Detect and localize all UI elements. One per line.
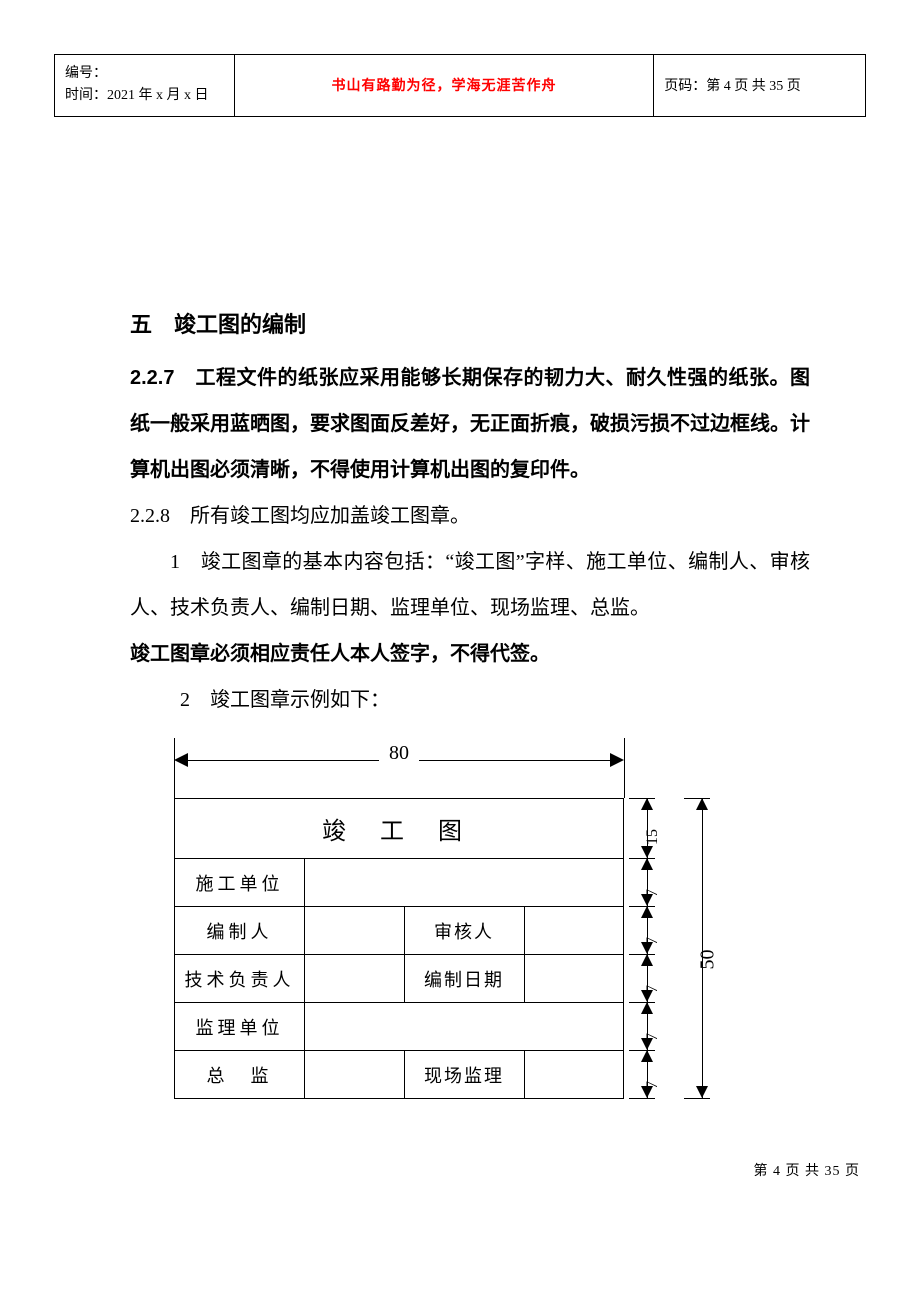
- page-footer: 第 4 页 共 35 页: [754, 1160, 861, 1180]
- table-row: 编制人 审核人: [175, 907, 624, 955]
- dim-segment: 7: [629, 858, 674, 906]
- dim-width: 80: [174, 738, 624, 780]
- stamp-field: [524, 907, 624, 955]
- para-2-2-8: 2.2.8 所有竣工图均应加盖竣工图章。: [130, 493, 810, 539]
- dim-label: 7: [644, 889, 662, 897]
- stamp-title: 竣 工 图: [175, 799, 624, 859]
- dim-segment: 15: [629, 798, 674, 858]
- date-label: 时间：2021 年 x 月 x 日: [65, 85, 224, 107]
- document-header: 编号： 时间：2021 年 x 月 x 日 书山有路勤为径，学海无涯苦作舟 页码…: [54, 54, 866, 117]
- stamp-field: [524, 955, 624, 1003]
- table-row: 总 监 现场监理: [175, 1051, 624, 1099]
- para-2-2-7: 2.2.7 工程文件的纸张应采用能够长期保存的韧力大、耐久性强的纸张。图纸一般采…: [130, 355, 810, 493]
- dim-line: [702, 798, 703, 1098]
- dim-tick: [624, 738, 625, 798]
- arrow-up-icon: [641, 798, 653, 810]
- dim-total-height: 50: [684, 798, 729, 1098]
- stamp-diagram: 80 竣 工 图 施工单位 编制人 审核人 技术负责人 编制日期 监理单位 总 …: [174, 738, 734, 1103]
- stamp-field: [305, 1003, 624, 1051]
- stamp-label-compiler: 编制人: [175, 907, 305, 955]
- dim-label: 7: [644, 937, 662, 945]
- arrow-up-icon: [641, 954, 653, 966]
- arrow-right-icon: [610, 753, 624, 767]
- stamp-label-reviewer: 审核人: [404, 907, 524, 955]
- header-motto: 书山有路勤为径，学海无涯苦作舟: [234, 55, 653, 117]
- dim-tick: [629, 1098, 655, 1099]
- dim-segment: 7: [629, 954, 674, 1002]
- dim-label: 15: [644, 829, 662, 845]
- dim-segment: 7: [629, 1050, 674, 1098]
- arrow-left-icon: [174, 753, 188, 767]
- arrow-down-icon: [641, 846, 653, 858]
- table-row: 施工单位: [175, 859, 624, 907]
- arrow-down-icon: [696, 1086, 708, 1098]
- stamp-field: [305, 907, 405, 955]
- stamp-label-tech-lead: 技术负责人: [175, 955, 305, 1003]
- arrow-up-icon: [641, 906, 653, 918]
- para-item-1: 1 竣工图章的基本内容包括：“竣工图”字样、施工单位、编制人、审核人、技术负责人…: [130, 539, 810, 631]
- stamp-field: [524, 1051, 624, 1099]
- dim-width-label: 80: [379, 742, 419, 765]
- stamp-field: [305, 1051, 405, 1099]
- dim-tick: [684, 1098, 710, 1099]
- stamp-field: [305, 859, 624, 907]
- arrow-up-icon: [641, 1050, 653, 1062]
- document-body: 五 竣工图的编制 2.2.7 工程文件的纸张应采用能够长期保存的韧力大、耐久性强…: [130, 300, 810, 723]
- dim-segment: 7: [629, 1002, 674, 1050]
- stamp-label-supervision-unit: 监理单位: [175, 1003, 305, 1051]
- stamp-label-compile-date: 编制日期: [404, 955, 524, 1003]
- serial-label: 编号：: [65, 63, 224, 85]
- table-row: 监理单位: [175, 1003, 624, 1051]
- para-item-1-bold: 竣工图章必须相应责任人本人签字，不得代签。: [130, 631, 810, 677]
- dim-row-heights: 15 7 7 7 7: [629, 798, 674, 1098]
- dim-total-label: 50: [697, 950, 720, 970]
- header-left-cell: 编号： 时间：2021 年 x 月 x 日: [55, 55, 235, 117]
- arrow-up-icon: [641, 858, 653, 870]
- stamp-field: [305, 955, 405, 1003]
- arrow-up-icon: [696, 798, 708, 810]
- arrow-up-icon: [641, 1002, 653, 1014]
- stamp-label-chief-supervisor: 总 监: [175, 1051, 305, 1099]
- dim-segment: 7: [629, 906, 674, 954]
- para-item-1-text: 1 竣工图章的基本内容包括：“竣工图”字样、施工单位、编制人、审核人、技术负责人…: [130, 551, 810, 619]
- dim-label: 7: [644, 1033, 662, 1041]
- stamp-title-row: 竣 工 图: [175, 799, 624, 859]
- stamp-label-site-supervisor: 现场监理: [404, 1051, 524, 1099]
- dim-label: 7: [644, 985, 662, 993]
- header-page-label: 页码：第 4 页 共 35 页: [654, 55, 866, 117]
- stamp-table: 竣 工 图 施工单位 编制人 审核人 技术负责人 编制日期 监理单位 总 监 现…: [174, 798, 624, 1099]
- section-title: 五 竣工图的编制: [130, 300, 810, 351]
- dim-label: 7: [644, 1081, 662, 1089]
- para-item-2: 2 竣工图章示例如下：: [130, 677, 810, 723]
- table-row: 技术负责人 编制日期: [175, 955, 624, 1003]
- dim-tick: [174, 738, 175, 798]
- stamp-label-construction-unit: 施工单位: [175, 859, 305, 907]
